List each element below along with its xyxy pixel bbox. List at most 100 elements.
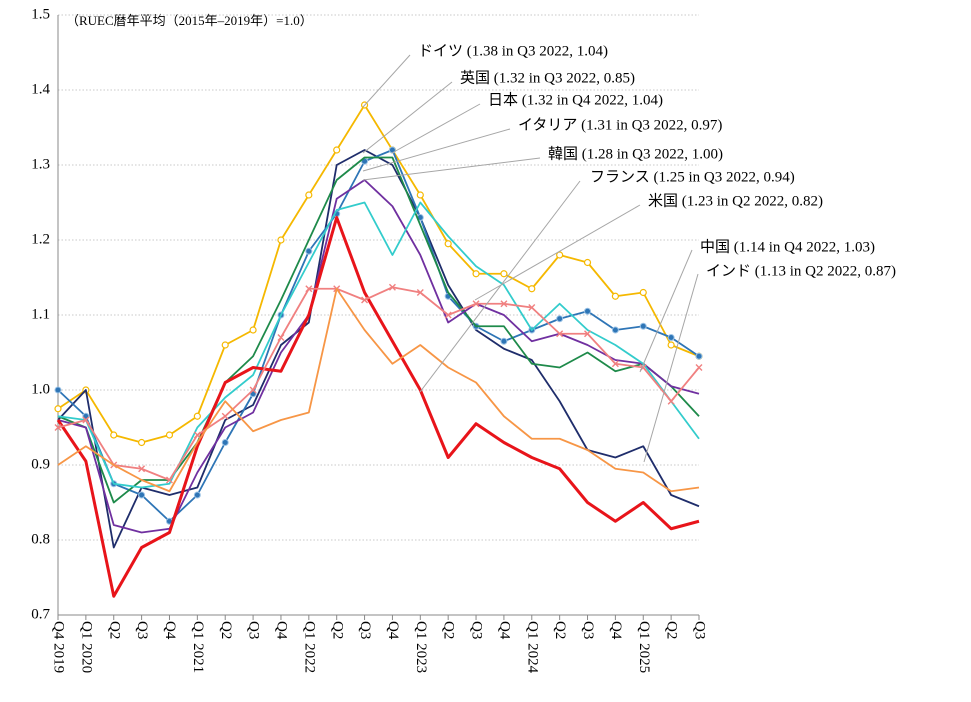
marker (221, 341, 229, 349)
y-tick-label: 1.0 (31, 381, 50, 397)
marker (667, 341, 675, 349)
x-tick-label: Q4 (385, 621, 401, 640)
x-tick-label: Q1 2020 (78, 621, 94, 673)
marker (416, 289, 424, 296)
marker (165, 476, 173, 484)
series-line (57, 149, 700, 549)
annotation: 英国 (1.32 in Q3 2022, 0.85) (460, 68, 635, 86)
marker (165, 431, 174, 439)
marker (556, 251, 564, 259)
marker (193, 412, 201, 420)
marker (444, 311, 452, 319)
x-tick-label: Q3 (469, 621, 485, 639)
marker (667, 334, 675, 341)
y-tick-label: 0.7 (31, 606, 50, 622)
series-line (57, 149, 700, 523)
marker (472, 300, 480, 308)
x-tick-label: Q4 (496, 621, 512, 640)
leader-line (643, 273, 699, 463)
leader-line (474, 204, 641, 301)
marker (611, 360, 619, 368)
marker (221, 412, 229, 420)
leader-line (362, 157, 541, 181)
x-tick-label: Q3 (580, 621, 596, 639)
marker (584, 307, 592, 315)
annotation: 中国 (1.14 in Q4 2022, 1.03) (700, 238, 875, 255)
marker (110, 431, 118, 439)
marker (528, 285, 536, 293)
marker (54, 405, 62, 413)
series-line (57, 286, 700, 481)
x-tick-label: Q2 (441, 621, 457, 639)
marker (500, 300, 508, 308)
y-tick-label: 1.3 (31, 156, 50, 172)
marker (416, 191, 424, 199)
leader-line (419, 180, 581, 393)
x-tick-label: Q3 (357, 621, 373, 639)
series-line (57, 104, 700, 444)
marker (138, 465, 146, 473)
marker (361, 296, 369, 304)
marker (221, 439, 229, 446)
x-tick-label: Q3 (692, 621, 708, 639)
marker (528, 304, 536, 311)
x-tick-label: Q2 (664, 621, 680, 639)
series-line (57, 287, 700, 493)
y-tick-label: 1.1 (31, 306, 50, 322)
marker (500, 337, 508, 345)
marker (193, 431, 201, 439)
marker (277, 334, 285, 341)
marker (305, 285, 313, 293)
x-tick-label: Q1 2024 (524, 621, 540, 674)
annotation: 韓国 (1.28 in Q3 2022, 1.00) (548, 145, 723, 162)
series-line (57, 179, 700, 534)
marker (249, 326, 257, 334)
marker (54, 386, 62, 394)
series-line (56, 216, 700, 598)
leader-line (391, 103, 481, 154)
annotation: 米国 (1.23 in Q2 2022, 0.82) (648, 192, 823, 209)
annotation: フランス (1.25 in Q3 2022, 0.94) (590, 169, 795, 185)
marker (54, 424, 62, 431)
marker (611, 292, 619, 300)
marker (695, 364, 703, 371)
x-tick-label: Q4 (274, 621, 290, 640)
x-tick-label: Q2 (552, 621, 568, 639)
y-tick-label: 1.4 (31, 81, 50, 97)
series-line (57, 156, 700, 504)
marker (138, 438, 146, 447)
x-tick-label: Q2 (218, 621, 234, 639)
x-tick-label: Q4 (162, 621, 178, 640)
x-tick-label: Q1 2023 (413, 621, 429, 673)
series-line (57, 201, 700, 489)
y-tick-label: 0.9 (31, 456, 50, 472)
annotation: イタリア (1.31 in Q3 2022, 0.97) (518, 116, 722, 133)
marker (305, 191, 313, 199)
chart-subtitle: （RUEC暦年平均（2015年‒2019年）=1.0） (66, 13, 313, 28)
marker (444, 240, 452, 248)
marker (639, 322, 647, 330)
marker (388, 283, 396, 291)
marker (695, 352, 703, 360)
marker (583, 258, 592, 267)
x-tick-label: Q1 2021 (190, 621, 206, 673)
marker (193, 491, 201, 499)
marker (584, 330, 592, 338)
annotation: インド (1.13 in Q2 2022, 0.87) (706, 263, 896, 279)
x-tick-label: Q1 2025 (636, 621, 652, 673)
leader-line (362, 81, 453, 154)
x-tick-label: Q2 (106, 621, 122, 639)
marker (249, 386, 257, 394)
x-tick-label: Q1 2022 (301, 621, 317, 673)
marker (305, 247, 313, 255)
y-tick-label: 1.5 (31, 6, 50, 22)
marker (500, 270, 508, 278)
x-tick-label: Q3 (246, 621, 262, 639)
annotation: ドイツ (1.38 in Q3 2022, 1.04) (418, 43, 608, 59)
marker (138, 491, 146, 499)
x-tick-label: Q2 (329, 621, 345, 639)
marker (472, 270, 480, 278)
marker (277, 236, 285, 244)
leader-line (362, 54, 411, 108)
